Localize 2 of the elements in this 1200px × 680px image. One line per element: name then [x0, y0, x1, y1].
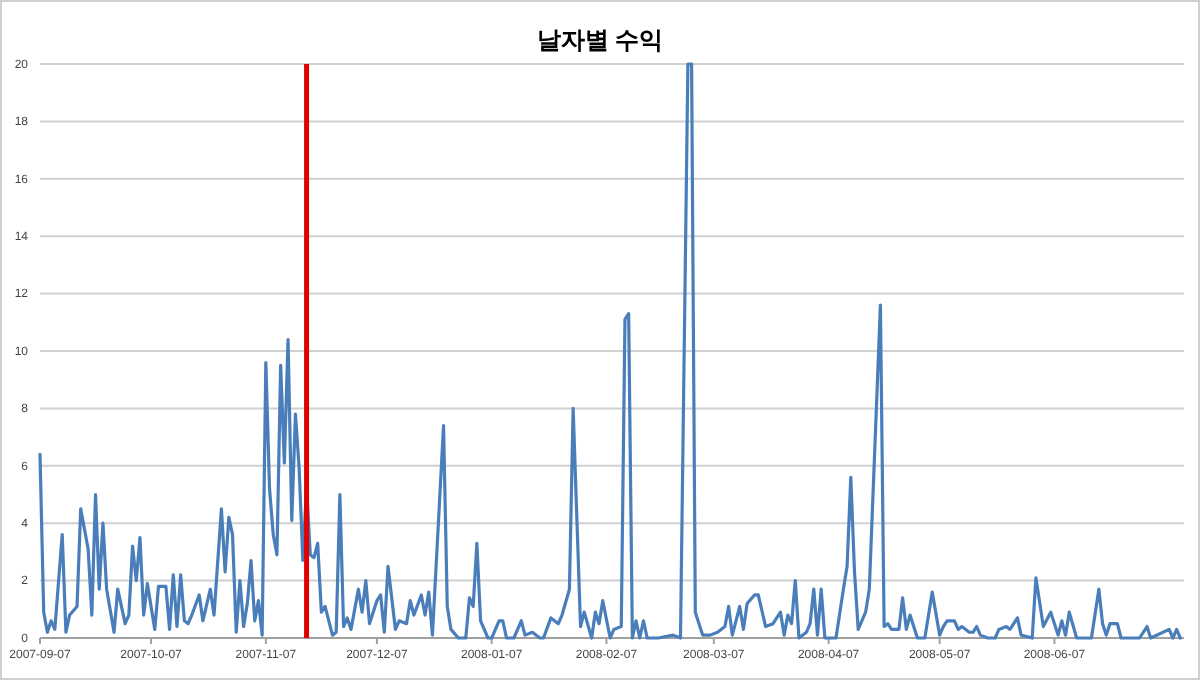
chart-title: 날자별 수익: [536, 26, 664, 54]
line-series: [38, 62, 1182, 640]
